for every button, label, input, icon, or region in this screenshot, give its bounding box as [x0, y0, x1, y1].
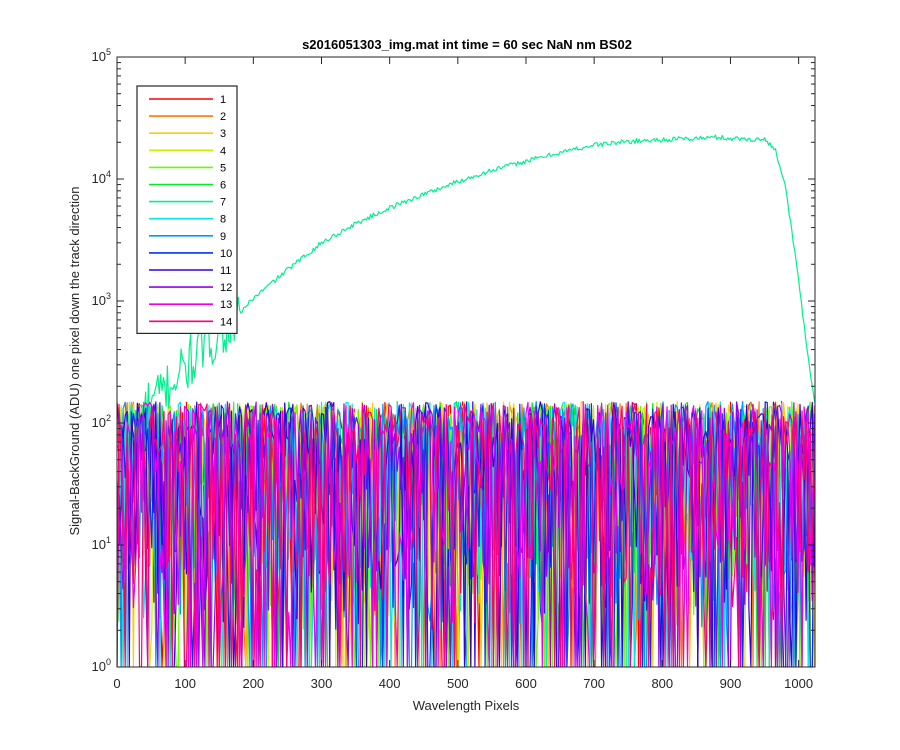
legend-label-10: 10 — [220, 248, 232, 260]
axes-box — [116, 56, 816, 668]
legend-label-2: 2 — [220, 111, 226, 123]
series-group — [117, 134, 815, 667]
y-tick-label: 104 — [92, 169, 111, 186]
x-tick-label: 400 — [379, 676, 401, 691]
x-tick-label: 300 — [311, 676, 333, 691]
x-tick-label: 600 — [515, 676, 537, 691]
legend-label-1: 1 — [220, 94, 226, 106]
legend-label-8: 8 — [220, 214, 226, 226]
legend-label-11: 11 — [220, 265, 231, 277]
y-axis-label: Signal-BackGround (ADU) one pixel down t… — [67, 186, 82, 535]
plot-area — [117, 134, 815, 667]
axes: 0 100 200 300 400 500 600 700 800 900 100010010110… — [92, 47, 816, 691]
x-axis-label: Wavelength Pixels — [413, 698, 520, 713]
legend-label-4: 4 — [220, 145, 226, 157]
y-tick-label: 101 — [92, 535, 111, 552]
legend-label-13: 13 — [220, 299, 232, 311]
series-line-13 — [117, 401, 815, 667]
x-tick-label: 100 — [174, 676, 196, 691]
x-tick-label: 800 — [651, 676, 673, 691]
legend-label-7: 7 — [220, 197, 226, 209]
legend-label-5: 5 — [220, 162, 226, 174]
x-tick-label: 200 — [242, 676, 264, 691]
series-line-14 — [117, 402, 815, 667]
legend-label-9: 9 — [220, 231, 226, 243]
x-tick-label: 0 — [113, 676, 120, 691]
legend-label-12: 12 — [220, 282, 232, 294]
y-tick-label: 103 — [92, 291, 111, 308]
legend-box — [136, 85, 238, 334]
y-tick-label: 100 — [92, 657, 111, 674]
x-tick-label: 500 — [447, 676, 469, 691]
y-tick-label: 102 — [92, 413, 111, 430]
y-tick-label: 105 — [92, 47, 111, 64]
x-tick-label: 700 — [583, 676, 605, 691]
legend-label-6: 6 — [220, 180, 226, 192]
x-tick-label: 900 — [720, 676, 742, 691]
x-tick-label: 1000 — [784, 676, 813, 691]
chart-title: s2016051303_img.mat int time = 60 sec Na… — [302, 37, 632, 52]
legend-label-3: 3 — [220, 128, 226, 140]
legend-label-14: 14 — [220, 316, 232, 328]
